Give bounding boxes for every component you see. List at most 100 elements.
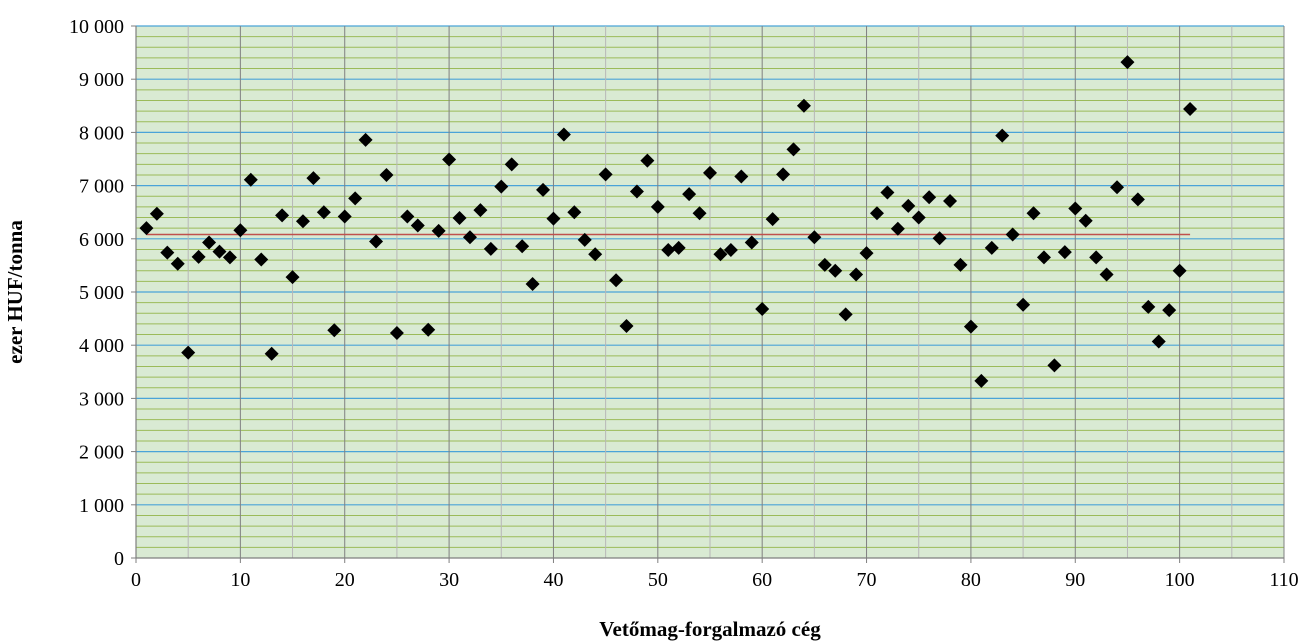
y-tick-label: 7 000 <box>79 176 124 198</box>
data-point <box>1057 245 1072 260</box>
data-point <box>1068 201 1083 216</box>
data-point <box>609 273 624 288</box>
data-point <box>682 187 697 202</box>
data-point <box>995 128 1010 143</box>
data-point <box>629 184 644 199</box>
data-point <box>1183 101 1198 116</box>
data-point <box>222 250 237 265</box>
data-point <box>1162 303 1177 318</box>
data-point <box>1026 206 1041 221</box>
x-tick-label: 100 <box>1165 569 1195 591</box>
data-point <box>546 211 561 226</box>
data-point <box>849 267 864 282</box>
data-point <box>786 142 801 157</box>
data-point <box>462 230 477 245</box>
data-point <box>984 240 999 255</box>
data-point <box>139 221 154 236</box>
data-point <box>494 179 509 194</box>
data-point <box>149 206 164 221</box>
data-point <box>1005 227 1020 242</box>
data-point <box>765 212 780 227</box>
data-point <box>890 221 905 236</box>
data-point <box>306 171 321 186</box>
data-point <box>807 230 822 245</box>
x-tick-label: 40 <box>543 569 563 591</box>
data-point <box>796 98 811 113</box>
data-point <box>776 167 791 182</box>
data-point <box>1047 358 1062 373</box>
data-point <box>202 235 217 250</box>
data-point <box>723 242 738 257</box>
data-point <box>421 322 436 337</box>
x-tick-label: 10 <box>230 569 250 591</box>
data-point <box>348 191 363 206</box>
data-point <box>1141 299 1156 314</box>
y-tick-label: 0 <box>114 548 124 570</box>
data-point <box>337 209 352 224</box>
data-point <box>191 249 206 264</box>
data-point <box>525 277 540 292</box>
x-tick-label: 70 <box>857 569 877 591</box>
y-axis-title: ezer HUF/tonna <box>3 220 27 364</box>
data-point <box>295 214 310 229</box>
data-point <box>264 346 279 361</box>
data-point <box>661 242 676 257</box>
data-point <box>358 132 373 147</box>
data-point <box>1016 297 1031 312</box>
data-point <box>431 223 446 238</box>
data-point <box>275 208 290 223</box>
data-point <box>932 231 947 246</box>
data-point <box>160 245 175 260</box>
data-point <box>410 218 425 233</box>
axes <box>131 25 1285 563</box>
y-tick-label: 10 000 <box>69 16 124 38</box>
data-point <box>692 206 707 221</box>
data-point <box>869 206 884 221</box>
data-point <box>316 205 331 220</box>
x-tick-label: 80 <box>961 569 981 591</box>
data-point <box>943 194 958 209</box>
y-tick-labels: 0 1 000 2 000 3 000 4 000 5 000 6 000 7 000 8 00… <box>69 16 124 570</box>
y-tick-label: 8 000 <box>79 122 124 144</box>
data-point <box>233 223 248 238</box>
y-tick-label: 4 000 <box>79 335 124 357</box>
data-points <box>139 55 1198 388</box>
data-point <box>556 127 571 142</box>
data-point <box>1089 250 1104 265</box>
x-tick-label: 50 <box>648 569 668 591</box>
data-point <box>1036 250 1051 265</box>
data-point <box>369 234 384 249</box>
x-tick-label: 60 <box>752 569 772 591</box>
data-point <box>1172 263 1187 278</box>
data-point <box>483 241 498 256</box>
data-point <box>212 244 227 259</box>
x-tick-label: 0 <box>131 569 141 591</box>
data-point <box>1110 180 1125 195</box>
y-tick-label: 9 000 <box>79 69 124 91</box>
data-point <box>859 246 874 261</box>
y-tick-label: 6 000 <box>79 229 124 251</box>
x-tick-label: 110 <box>1269 569 1298 591</box>
data-point <box>703 165 717 180</box>
data-point <box>515 239 530 254</box>
data-point <box>911 210 926 225</box>
data-point <box>744 235 759 250</box>
x-tick-label: 20 <box>335 569 355 591</box>
vertical-gridlines <box>187 26 1285 558</box>
data-point <box>755 302 770 317</box>
data-point <box>671 240 686 255</box>
data-point <box>838 307 853 322</box>
data-point <box>1120 55 1135 70</box>
data-point <box>452 211 467 226</box>
data-point <box>713 247 728 262</box>
data-point <box>963 319 978 334</box>
data-point <box>588 247 603 262</box>
data-point <box>650 199 665 214</box>
data-point <box>327 323 342 338</box>
data-point <box>619 319 634 334</box>
x-tick-labels: 0 10 20 30 40 50 60 70 80 90 100 110 <box>131 569 1299 591</box>
x-axis-title: Vetőmag-forgalmazó cég <box>599 617 821 641</box>
data-point <box>536 182 551 197</box>
